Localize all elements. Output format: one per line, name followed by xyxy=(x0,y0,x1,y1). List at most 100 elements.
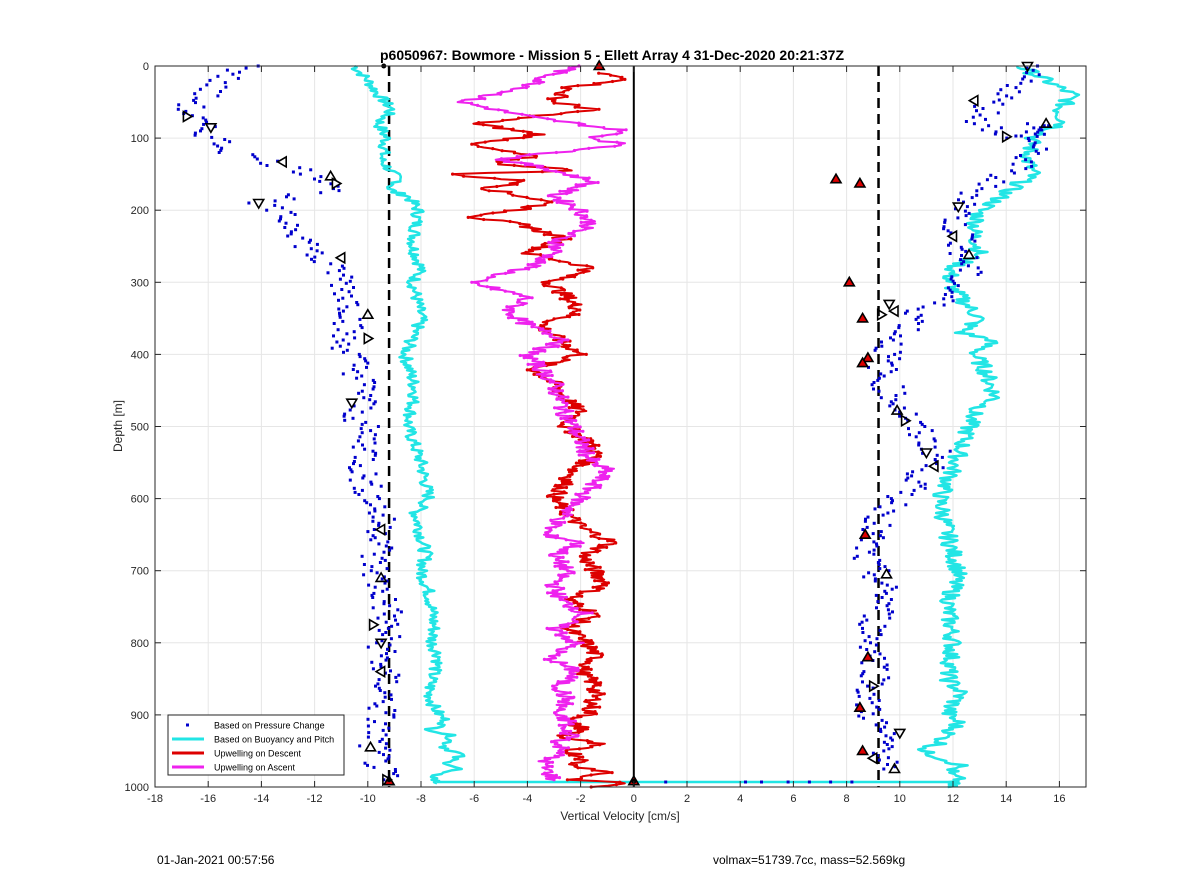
red-triangle-marker xyxy=(853,701,867,713)
pressure-ascent-point xyxy=(999,126,1003,130)
upwelling-descent-point xyxy=(521,136,526,140)
pressure-descent-point xyxy=(342,350,345,354)
upwelling-descent-point xyxy=(487,189,491,193)
upwelling-ascent-point xyxy=(554,536,558,540)
upwelling-ascent-point xyxy=(549,769,553,773)
upwelling-descent-point xyxy=(567,406,571,410)
pressure-descent-point xyxy=(193,133,197,137)
upwelling-descent-point xyxy=(512,151,517,155)
pressure-descent-point xyxy=(345,348,349,352)
upwelling-descent-point xyxy=(559,292,563,297)
upwelling-ascent-point xyxy=(585,455,589,459)
pressure-descent-point xyxy=(224,85,228,89)
upwelling-ascent-point xyxy=(570,507,574,511)
upwelling-ascent-point xyxy=(534,265,538,269)
pressure-descent-point xyxy=(347,342,351,346)
upwelling-ascent-point xyxy=(557,776,562,780)
upwelling-descent-point xyxy=(580,463,585,467)
pressure-descent-point xyxy=(360,488,364,492)
upwelling-ascent-point xyxy=(566,187,570,191)
pressure-ascent-point xyxy=(971,233,975,237)
upwelling-ascent-point xyxy=(593,464,597,468)
upwelling-descent-point xyxy=(551,488,555,492)
descent-triangle-marker xyxy=(368,618,380,632)
pressure-descent-point xyxy=(259,161,263,165)
pressure-ascent-point xyxy=(973,104,977,108)
pressure-ascent-point xyxy=(861,626,864,630)
pressure-ascent-point xyxy=(858,645,862,649)
ascent-triangle-marker xyxy=(882,299,896,311)
pressure-ascent-point xyxy=(902,406,906,410)
pressure-ascent-point xyxy=(973,239,977,243)
pressure-descent-point xyxy=(341,372,345,376)
pressure-ascent-point xyxy=(1026,122,1029,126)
pressure-ascent-point xyxy=(876,600,880,604)
pressure-ascent-point xyxy=(1005,94,1009,98)
pressure-ascent-point xyxy=(881,513,885,517)
pressure-descent-point xyxy=(394,618,397,622)
pressure-descent-point xyxy=(372,765,376,769)
pressure-descent-point xyxy=(338,277,342,281)
upwelling-descent-point xyxy=(559,112,563,116)
upwelling-descent-point xyxy=(573,399,578,403)
upwelling-descent-point xyxy=(598,683,602,687)
pressure-ascent-point xyxy=(887,676,891,680)
upwelling-ascent-point xyxy=(545,584,549,588)
pressure-ascent-point xyxy=(916,328,920,332)
upwelling-descent-point xyxy=(503,209,507,213)
pressure-descent-point xyxy=(384,746,388,750)
pressure-ascent-point xyxy=(878,652,882,656)
upwelling-descent-point xyxy=(512,163,516,167)
pressure-descent-point xyxy=(370,482,374,486)
pressure-bottom-point xyxy=(786,780,790,784)
upwelling-descent-point xyxy=(573,726,577,730)
upwelling-ascent-point xyxy=(566,395,570,399)
pressure-ascent-point xyxy=(958,268,962,272)
pressure-ascent-point xyxy=(883,656,886,660)
upwelling-descent-point xyxy=(547,281,551,285)
pressure-descent-point xyxy=(362,573,366,577)
chart-title: p6050967: Bowmore - Mission 5 - Ellett A… xyxy=(380,47,844,63)
upwelling-ascent-point xyxy=(551,589,555,593)
pressure-descent-point xyxy=(366,763,369,767)
pressure-ascent-point xyxy=(888,616,892,620)
pressure-ascent-point xyxy=(1040,128,1044,132)
pressure-descent-point xyxy=(338,311,341,315)
y-tick-label: 0 xyxy=(143,61,149,73)
pressure-ascent-point xyxy=(941,466,945,470)
upwelling-descent-point xyxy=(581,707,585,712)
pressure-descent-point xyxy=(329,182,333,186)
pressure-ascent-point xyxy=(874,643,878,647)
pressure-ascent-point xyxy=(866,515,870,519)
upwelling-ascent-point xyxy=(575,434,579,438)
upwelling-descent-point xyxy=(543,202,547,206)
pressure-ascent-point xyxy=(871,532,875,536)
upwelling-ascent-point xyxy=(554,150,559,155)
pressure-ascent-point xyxy=(962,260,966,264)
ascent-triangle-marker xyxy=(1021,61,1034,73)
upwelling-ascent-point xyxy=(550,764,554,769)
pressure-descent-point xyxy=(315,249,319,253)
pressure-ascent-point xyxy=(1037,73,1041,77)
upwelling-descent-point xyxy=(530,246,535,250)
pressure-ascent-point xyxy=(976,266,980,270)
pressure-ascent-point xyxy=(947,243,950,247)
upwelling-descent-point xyxy=(595,550,600,554)
upwelling-ascent-point xyxy=(547,245,552,249)
pressure-ascent-point xyxy=(875,544,879,548)
upwelling-ascent-point xyxy=(587,146,591,150)
upwelling-descent-point xyxy=(582,634,587,638)
upwelling-ascent-point xyxy=(515,155,519,159)
pressure-descent-point xyxy=(378,689,382,692)
pressure-descent-point xyxy=(192,98,196,102)
pressure-descent-point xyxy=(383,581,387,585)
pressure-ascent-point xyxy=(885,663,889,667)
upwelling-ascent-point xyxy=(548,333,552,338)
pressure-descent-point xyxy=(373,585,377,589)
pressure-ascent-point xyxy=(942,303,946,307)
upwelling-ascent-point xyxy=(552,336,557,340)
pressure-descent-point xyxy=(375,571,379,575)
upwelling-descent-point xyxy=(567,470,572,474)
pressure-ascent-point xyxy=(951,279,955,283)
pressure-ascent-point xyxy=(978,113,982,117)
